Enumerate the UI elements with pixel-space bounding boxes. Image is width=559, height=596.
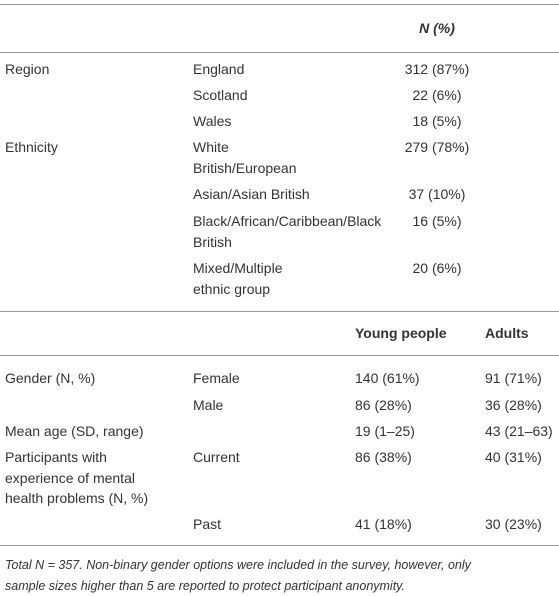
cell-value: 18 (5%): [412, 113, 462, 129]
row-sublabel: England: [193, 61, 245, 77]
row-sublabel: Current: [193, 449, 240, 465]
row-label: Region: [5, 61, 50, 77]
column-header: Young people: [355, 325, 447, 341]
rule: [0, 355, 559, 356]
row-label: Participants with: [5, 449, 107, 465]
rule: [0, 4, 559, 5]
row-sublabel: British/European: [193, 159, 297, 176]
row-sublabel: White: [193, 139, 229, 155]
cell-value: 37 (10%): [408, 186, 466, 202]
row-sublabel: Female: [193, 370, 240, 386]
cell-value: 19 (1–25): [355, 423, 415, 439]
row-label: experience of mental: [5, 469, 135, 486]
cell-value: 86 (38%): [355, 449, 412, 465]
row-sublabel: Asian/Asian British: [193, 186, 310, 202]
cell-value: 30 (23%): [485, 516, 542, 532]
cell-value: 22 (6%): [412, 87, 462, 103]
column-header: Adults: [485, 325, 529, 341]
rule: [0, 545, 559, 546]
cell-value: 36 (28%): [485, 397, 542, 413]
cell-value: 86 (28%): [355, 397, 412, 413]
row-sublabel: ethnic group: [193, 280, 271, 297]
footnote: Total N = 357. Non-binary gender options…: [5, 558, 471, 572]
footnote: sample sizes higher than 5 are reported …: [5, 578, 405, 593]
row-sublabel: British: [193, 233, 232, 250]
rule: [0, 311, 559, 312]
cell-value: 16 (5%): [412, 213, 462, 229]
row-sublabel: Mixed/Multiple: [193, 260, 283, 276]
cell-value: 40 (31%): [485, 449, 542, 465]
rule: [0, 52, 559, 53]
row-sublabel: Black/African/Caribbean/Black: [193, 213, 382, 229]
row-label: health problems (N, %): [5, 490, 149, 506]
row-sublabel: Scotland: [193, 87, 248, 103]
column-header: N (%): [419, 20, 455, 36]
cell-value: 140 (61%): [355, 370, 420, 386]
row-label: Ethnicity: [5, 139, 58, 155]
cell-value: 43 (21–63): [485, 423, 553, 439]
cell-value: 41 (18%): [355, 516, 412, 532]
cell-value: 91 (71%): [485, 370, 542, 386]
row-label: Mean age (SD, range): [5, 423, 144, 439]
row-label: Gender (N, %): [5, 370, 96, 386]
row-sublabel: Past: [193, 516, 222, 532]
row-sublabel: Male: [193, 397, 224, 413]
cell-value: 20 (6%): [412, 260, 462, 276]
cell-value: 279 (78%): [404, 139, 470, 155]
cell-value: 312 (87%): [404, 61, 470, 77]
row-sublabel: Wales: [193, 113, 232, 129]
